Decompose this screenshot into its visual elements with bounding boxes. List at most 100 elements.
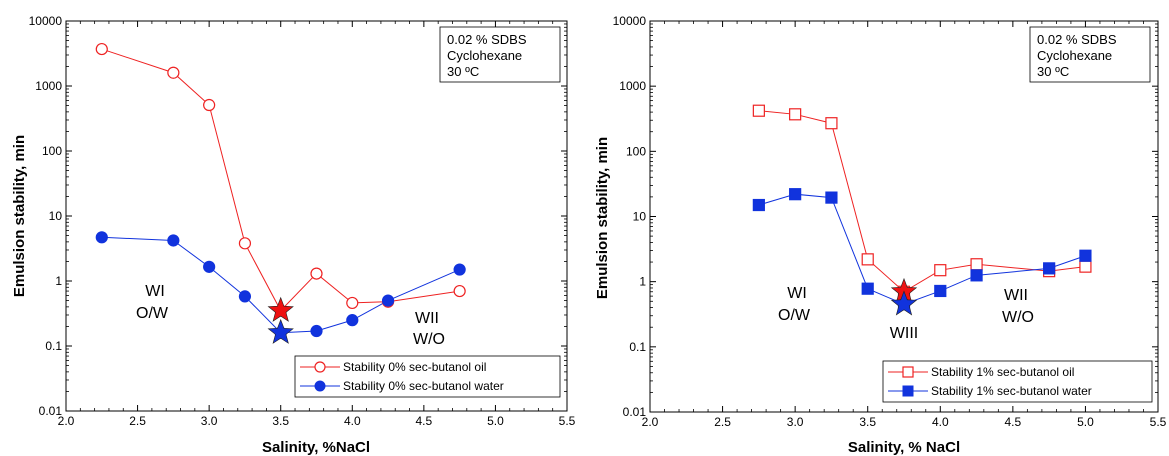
legend-marker-oil [902, 366, 914, 378]
x-tick-label: 3.5 [859, 415, 876, 429]
data-point-water [1079, 249, 1092, 262]
info-oil: Cyclohexane [1037, 48, 1112, 63]
y-tick-label: 10 [633, 210, 647, 224]
legend-marker-oil [314, 361, 326, 373]
data-point-water [381, 294, 395, 307]
x-axis-ticks: 2.0 2.5 3.0 3.5 4.0 4.5 5.0 5.5 [58, 21, 576, 428]
region-wiii-label: WIII [890, 325, 918, 342]
star-markers [890, 277, 918, 316]
y-tick-label: 0.1 [629, 340, 646, 354]
region-wi-label: WI [145, 283, 165, 300]
data-point-oil [167, 66, 180, 79]
x-tick-label: 4.5 [416, 414, 433, 428]
y-axis-ticks: 0.01 0.1 1 10 100 1000 10000 [613, 14, 1158, 419]
x-axis-ticks: 2.0 2.5 3.0 3.5 4.0 4.5 5.0 5.5 [642, 21, 1167, 429]
y-tick-label: 1000 [35, 79, 62, 93]
x-tick-label: 2.5 [129, 414, 146, 428]
region-ow-label: O/W [778, 307, 811, 324]
data-point-oil [970, 258, 983, 271]
y-axis-ticks: 0.01 0.1 1 10 100 1000 10000 [29, 14, 567, 418]
data-point-water [825, 191, 838, 204]
x-tick-label: 5.5 [1150, 415, 1167, 429]
region-wii-label: WII [1004, 287, 1028, 304]
info-box: 0.02 % SDBS Cyclohexane 30 ºC [1029, 26, 1151, 83]
data-point-oil [934, 264, 947, 277]
legend-label-oil: Stability 0% sec-butanol oil [343, 360, 486, 374]
info-surfactant: 0.02 % SDBS [447, 32, 527, 47]
data-point-oil [861, 253, 874, 266]
x-tick-label: 5.0 [487, 414, 504, 428]
data-point-oil [453, 284, 466, 298]
data-point-water [861, 282, 874, 295]
y-tick-label: 100 [42, 144, 62, 158]
data-point-water [310, 324, 323, 338]
info-surfactant: 0.02 % SDBS [1037, 32, 1117, 47]
data-point-oil [238, 237, 252, 250]
data-point-oil [825, 117, 838, 130]
y-tick-label: 1 [55, 274, 62, 288]
region-ow-label: O/W [136, 305, 169, 322]
legend: Stability 1% sec-butanol oil Stability 1… [882, 360, 1153, 403]
data-point-oil [789, 108, 802, 121]
y-axis-title: Emulsion stability, min [11, 135, 28, 297]
legend-label-oil: Stability 1% sec-butanol oil [931, 365, 1074, 379]
x-axis-title: Salinity, %NaCl [262, 439, 370, 456]
legend: Stability 0% sec-butanol oil Stability 0… [294, 355, 561, 398]
legend-label-water: Stability 0% sec-butanol water [343, 379, 504, 393]
y-tick-label: 0.01 [39, 404, 63, 418]
data-point-water [95, 231, 108, 244]
x-axis-title: Salinity, % NaCl [848, 439, 960, 456]
y-axis-title: Emulsion stability, min [594, 137, 611, 299]
data-point-water [752, 198, 765, 212]
data-point-water [203, 260, 216, 273]
data-point-water [934, 284, 947, 298]
data-point-water [970, 269, 983, 282]
data-point-water [453, 263, 466, 276]
series-layer [752, 104, 1092, 311]
region-wo-label: W/O [413, 331, 445, 348]
series-line-oil [758, 110, 1086, 293]
data-point-oil [1079, 260, 1092, 273]
y-tick-label: 1000 [619, 79, 646, 93]
y-tick-label: 0.1 [45, 339, 62, 353]
x-tick-label: 5.5 [559, 414, 576, 428]
legend-marker-water [902, 385, 914, 397]
chart-panel-right: 0.01 0.1 1 10 100 1000 10000 2.0 2.5 3.0 3.5 4.0 4.… [594, 14, 1167, 456]
star-markers [267, 296, 294, 344]
region-wii-label: WII [415, 310, 439, 327]
x-tick-label: 4.0 [344, 414, 361, 428]
legend-marker-water [314, 380, 326, 392]
star-marker-oil [267, 296, 294, 322]
info-temperature: 30 ºC [1037, 64, 1069, 79]
y-tick-label: 10 [49, 209, 63, 223]
data-point-water [789, 188, 802, 201]
y-tick-label: 10000 [29, 14, 63, 28]
y-tick-label: 10000 [613, 14, 647, 28]
x-tick-label: 3.0 [201, 414, 218, 428]
star-marker-water [267, 318, 294, 344]
chart-panel-left: 0.01 0.1 1 10 100 1000 10000 2.0 2.5 3.0 3.5 4.0 4.… [11, 14, 576, 456]
x-tick-label: 3.0 [787, 415, 804, 429]
data-point-water [1043, 262, 1056, 275]
y-tick-label: 1 [639, 275, 646, 289]
x-tick-label: 5.0 [1077, 415, 1094, 429]
info-temperature: 30 ºC [447, 64, 479, 79]
x-tick-label: 4.0 [932, 415, 949, 429]
info-oil: Cyclohexane [447, 48, 522, 63]
info-box: 0.02 % SDBS Cyclohexane 30 ºC [439, 26, 561, 83]
series-layer [95, 42, 466, 339]
x-tick-label: 3.5 [272, 414, 289, 428]
data-point-oil [346, 296, 359, 310]
legend-label-water: Stability 1% sec-butanol water [931, 384, 1092, 398]
data-point-water [238, 290, 252, 303]
data-point-oil [203, 98, 216, 112]
x-tick-label: 2.0 [642, 415, 659, 429]
y-tick-label: 100 [626, 144, 646, 158]
x-tick-label: 4.5 [1005, 415, 1022, 429]
series-line-oil [101, 48, 460, 312]
star-marker-water [890, 290, 918, 316]
data-point-oil [310, 267, 323, 280]
y-tick-label: 0.01 [623, 405, 647, 419]
x-tick-label: 2.5 [714, 415, 731, 429]
